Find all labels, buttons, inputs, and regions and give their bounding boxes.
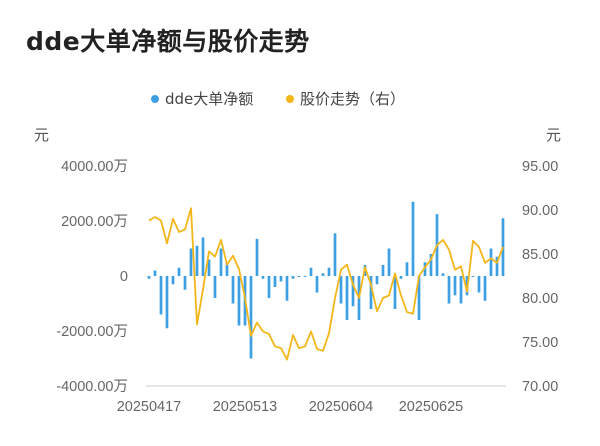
- x-tick-label: 20250417: [117, 399, 182, 415]
- dde-bar: [459, 276, 463, 304]
- dde-bar: [399, 276, 403, 279]
- dde-bar: [153, 270, 157, 276]
- dde-bar: [477, 276, 481, 293]
- legend: dde大单净额 股价走势（右）: [151, 90, 405, 108]
- dde-bar: [405, 262, 409, 276]
- dde-bar: [315, 276, 319, 293]
- dde-bar: [309, 267, 313, 276]
- dde-bar: [417, 276, 421, 320]
- dde-bar: [375, 276, 379, 285]
- left-tick-label: -4000.00万: [56, 379, 128, 395]
- dde-bar: [159, 276, 163, 315]
- left-tick-label: -2000.00万: [56, 324, 128, 340]
- left-axis-ticks: 4000.00万 2000.00万 0 -2000.00万 -4000.00万: [56, 159, 128, 395]
- right-tick-label: 75.00: [522, 335, 558, 351]
- legend-label-bars: dde大单净额: [165, 90, 253, 108]
- dde-bar: [273, 276, 277, 287]
- x-tick-label: 20250513: [213, 399, 278, 415]
- dde-bar: [195, 245, 199, 276]
- right-axis-unit: 元: [546, 126, 561, 144]
- dde-bars: [147, 201, 505, 359]
- dde-bar: [303, 276, 307, 277]
- dde-bar: [201, 237, 205, 276]
- dde-bar: [369, 276, 373, 309]
- x-tick-label: 20250604: [309, 399, 374, 415]
- dde-bar: [165, 276, 169, 329]
- dde-bar: [219, 248, 223, 276]
- right-tick-label: 85.00: [522, 247, 558, 263]
- x-tick-label: 20250625: [399, 399, 464, 415]
- legend-marker-price: [286, 95, 294, 103]
- dde-bar: [495, 256, 499, 276]
- price-line-group: [148, 207, 504, 361]
- dde-bar: [291, 276, 295, 279]
- dde-bar: [171, 276, 175, 285]
- dde-bar: [339, 276, 343, 304]
- dde-bar: [225, 262, 229, 276]
- dde-bar: [207, 259, 211, 276]
- right-tick-label: 90.00: [522, 203, 558, 219]
- right-tick-label: 95.00: [522, 159, 558, 175]
- dde-bar: [327, 267, 331, 276]
- left-tick-label: 0: [120, 269, 128, 285]
- right-axis-ticks: 95.00 90.00 85.00 80.00 75.00 70.00: [522, 159, 558, 395]
- left-tick-label: 4000.00万: [61, 159, 128, 175]
- dde-bar: [249, 276, 253, 359]
- right-tick-label: 80.00: [522, 291, 558, 307]
- dde-bar: [429, 254, 433, 276]
- dde-bar: [267, 276, 271, 298]
- dde-bar: [381, 265, 385, 276]
- dde-bar: [393, 276, 397, 309]
- dde-bar: [177, 267, 181, 276]
- dde-bar: [189, 248, 193, 276]
- dde-bar: [279, 276, 283, 282]
- dde-bar: [285, 276, 289, 301]
- dde-bar: [489, 248, 493, 276]
- dde-bar: [483, 276, 487, 301]
- dde-bar: [255, 238, 259, 276]
- chart-title: dde大单净额与股价走势: [26, 27, 310, 56]
- price-line: [148, 207, 504, 361]
- dde-bar: [261, 276, 265, 279]
- dde-bar: [183, 276, 187, 290]
- left-axis-unit: 元: [34, 126, 49, 144]
- dde-bar: [147, 276, 151, 279]
- dde-bar: [351, 276, 355, 307]
- dde-bar: [297, 276, 301, 277]
- dde-bar: [441, 273, 445, 276]
- right-tick-label: 70.00: [522, 379, 558, 395]
- dde-bar: [321, 273, 325, 276]
- dde-bar: [447, 276, 451, 304]
- dde-bar: [237, 276, 241, 326]
- x-axis-ticks: 20250417 20250513 20250604 20250625: [117, 399, 464, 415]
- dde-bar: [213, 276, 217, 298]
- dde-bar: [387, 248, 391, 276]
- dde-bar: [333, 233, 337, 276]
- dde-bar: [345, 276, 349, 320]
- dde-bar: [453, 276, 457, 296]
- legend-marker-bars: [151, 95, 159, 103]
- dde-bar: [411, 201, 415, 276]
- dde-bar: [231, 276, 235, 304]
- dde-bar: [471, 276, 475, 277]
- legend-label-price: 股价走势（右）: [300, 90, 405, 108]
- left-tick-label: 2000.00万: [61, 214, 128, 230]
- dde-bar: [423, 262, 427, 276]
